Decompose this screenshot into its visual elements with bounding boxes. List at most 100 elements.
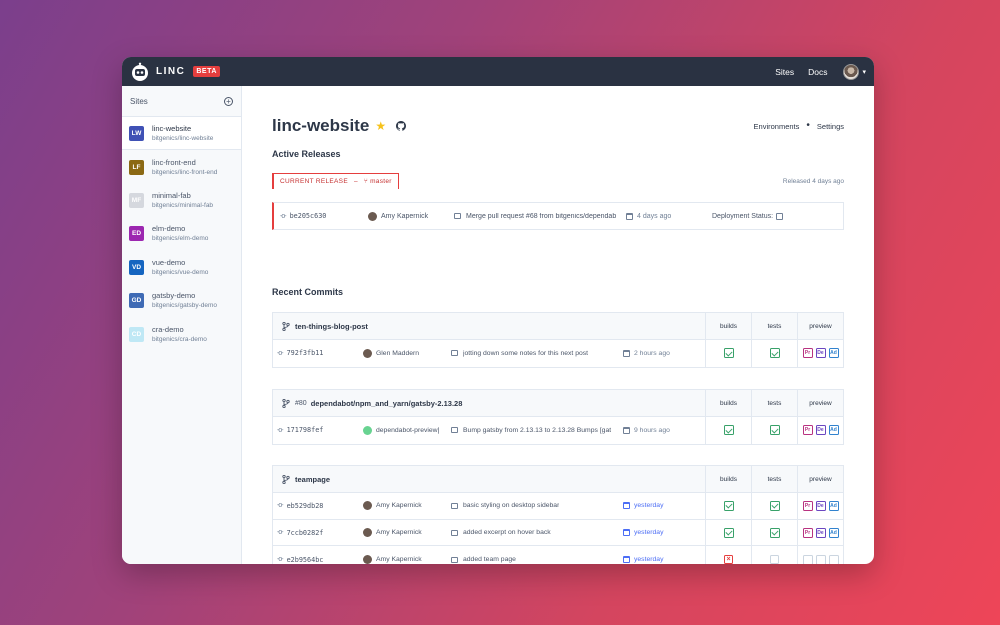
tests-header: tests: [751, 390, 797, 416]
commit-time: 4 days ago: [637, 212, 672, 220]
site-path: bitgenics/cra-demo: [152, 335, 207, 343]
commit-time: 9 hours ago: [634, 426, 670, 434]
commit-hash[interactable]: 7ccb0282f: [286, 528, 324, 537]
preview-pr-icon[interactable]: Pr: [802, 348, 813, 359]
sidebar-site-item[interactable]: GD gatsby-demo bitgenics/gatsby-demo: [122, 284, 241, 317]
preview-ad-icon[interactable]: Ad: [828, 500, 839, 511]
site-path: bitgenics/linc-front-end: [152, 168, 218, 176]
sidebar-site-item[interactable]: LF linc-front-end bitgenics/linc-front-end: [122, 150, 241, 183]
author-avatar: [363, 348, 372, 358]
commit-icon: -o-: [280, 212, 286, 220]
build-pass-icon[interactable]: [723, 527, 734, 538]
release-branch[interactable]: master: [370, 178, 392, 185]
commit-icon: -o-: [277, 529, 283, 537]
preview-de-icon[interactable]: De: [815, 527, 826, 538]
release-tag-label: CURRENT RELEASE: [280, 178, 348, 185]
branch-icon: ⑂: [363, 178, 369, 185]
builds-header: builds: [705, 390, 751, 416]
test-pass-icon[interactable]: [769, 425, 780, 436]
commit-message: jotting down some notes for this next po…: [463, 349, 589, 357]
test-pass-icon[interactable]: [769, 348, 780, 359]
commit-hash[interactable]: 792f3fb11: [286, 349, 324, 358]
nav-docs-link[interactable]: Docs: [808, 66, 828, 77]
commit-hash[interactable]: be205c630: [289, 212, 327, 220]
page-title: linc-website: [272, 116, 370, 135]
site-path: bitgenics/linc-website: [152, 134, 214, 142]
top-bar: LINC BETA Sites Docs ▾: [122, 57, 874, 86]
branch-icon: [282, 321, 290, 331]
star-icon[interactable]: ★: [375, 119, 387, 133]
test-status: [751, 493, 797, 519]
site-name: vue-demo: [152, 257, 186, 267]
message-icon: [451, 502, 458, 509]
preview-de-icon[interactable]: De: [815, 500, 826, 511]
branch-card: ten-things-blog-post builds tests previe…: [272, 312, 844, 368]
title-links: Environments • Settings: [753, 121, 844, 131]
recent-commits-heading: Recent Commits: [272, 287, 344, 297]
author-avatar: [363, 425, 372, 435]
build-pass-icon[interactable]: [723, 425, 734, 436]
commit-hash[interactable]: eb529db28: [286, 501, 324, 510]
preview-pr-icon[interactable]: Pr: [802, 500, 813, 511]
preview-ad-icon[interactable]: Ad: [828, 425, 839, 436]
add-site-icon[interactable]: +: [224, 96, 233, 106]
nav-sites-link[interactable]: Sites: [775, 66, 795, 77]
sidebar-site-item[interactable]: VD vue-demo bitgenics/vue-demo: [122, 251, 241, 284]
preview-de-icon[interactable]: De: [815, 425, 826, 436]
active-releases-heading: Active Releases: [272, 149, 341, 159]
branch-name[interactable]: ten-things-blog-post: [295, 321, 368, 331]
build-status: ×: [705, 546, 751, 564]
commit-time: yesterday: [634, 502, 664, 510]
preview-pr-icon[interactable]: Pr: [802, 425, 813, 436]
branch-name[interactable]: teampage: [295, 474, 331, 484]
build-fail-icon[interactable]: ×: [724, 555, 733, 564]
branch-title[interactable]: #80 dependabot/npm_and_yarn/gatsby-2.13.2…: [273, 390, 705, 416]
preview-empty-icon: [815, 554, 826, 564]
test-pass-icon[interactable]: [769, 500, 780, 511]
sidebar-site-item[interactable]: LW linc-website bitgenics/linc-website: [122, 117, 241, 151]
sites-sidebar: Sites + LW linc-website bitgenics/linc-web…: [122, 86, 242, 564]
pr-number[interactable]: #80: [295, 399, 307, 407]
robot-logo-icon[interactable]: [130, 62, 150, 82]
test-none-icon: [770, 555, 779, 564]
title-row: linc-website ★ Environments • Settings: [272, 116, 844, 136]
sidebar-title: Sites: [130, 96, 148, 106]
commit-hash[interactable]: e2b9564bc: [286, 555, 324, 564]
card-header: ten-things-blog-post builds tests previe…: [273, 313, 843, 340]
released-ago: Released 4 days ago: [782, 178, 844, 185]
preview-ad-icon[interactable]: Ad: [828, 527, 839, 538]
message-icon: [451, 350, 458, 357]
top-nav: Sites Docs ▾: [761, 63, 866, 80]
user-avatar[interactable]: [843, 63, 860, 80]
sidebar-site-item[interactable]: CD cra-demo bitgenics/cra-demo: [122, 317, 241, 350]
test-status: [751, 340, 797, 367]
commit-hash[interactable]: 171798fef: [286, 426, 324, 435]
sidebar-site-item[interactable]: MF minimal-fab bitgenics/minimal-fab: [122, 184, 241, 217]
preview-links: Pr De Ad: [797, 417, 843, 444]
site-badge: ED: [129, 226, 144, 242]
commit-icon: -o-: [277, 502, 283, 510]
message-icon: [451, 529, 458, 536]
preview-pr-icon[interactable]: Pr: [802, 527, 813, 538]
settings-link[interactable]: Settings: [816, 121, 844, 131]
preview-de-icon[interactable]: De: [815, 348, 826, 359]
branch-title[interactable]: ten-things-blog-post: [273, 313, 705, 339]
sidebar-site-item[interactable]: ED elm-demo bitgenics/elm-demo: [122, 217, 241, 250]
preview-empty-icon: [802, 554, 813, 564]
chevron-down-icon[interactable]: ▾: [862, 68, 866, 76]
test-status: [751, 519, 797, 546]
branch-title[interactable]: teampage: [273, 466, 705, 492]
build-pass-icon[interactable]: [723, 500, 734, 511]
branch-name[interactable]: dependabot/npm_and_yarn/gatsby-2.13.28: [310, 398, 463, 408]
preview-ad-icon[interactable]: Ad: [828, 348, 839, 359]
environments-link[interactable]: Environments: [753, 121, 800, 131]
commit-message: added excerpt on hover back: [463, 529, 551, 537]
build-pass-icon[interactable]: [723, 348, 734, 359]
branch-card: teampage builds tests preview -o-eb529db…: [272, 465, 844, 564]
github-icon[interactable]: [396, 121, 407, 131]
message-icon: [454, 213, 461, 219]
test-pass-icon[interactable]: [769, 527, 780, 538]
preview-empty-icon: [828, 554, 839, 564]
calendar-icon: [623, 502, 630, 510]
commit-row: -o- 792f3fb11 Glen Maddern jotting down s…: [273, 340, 843, 367]
